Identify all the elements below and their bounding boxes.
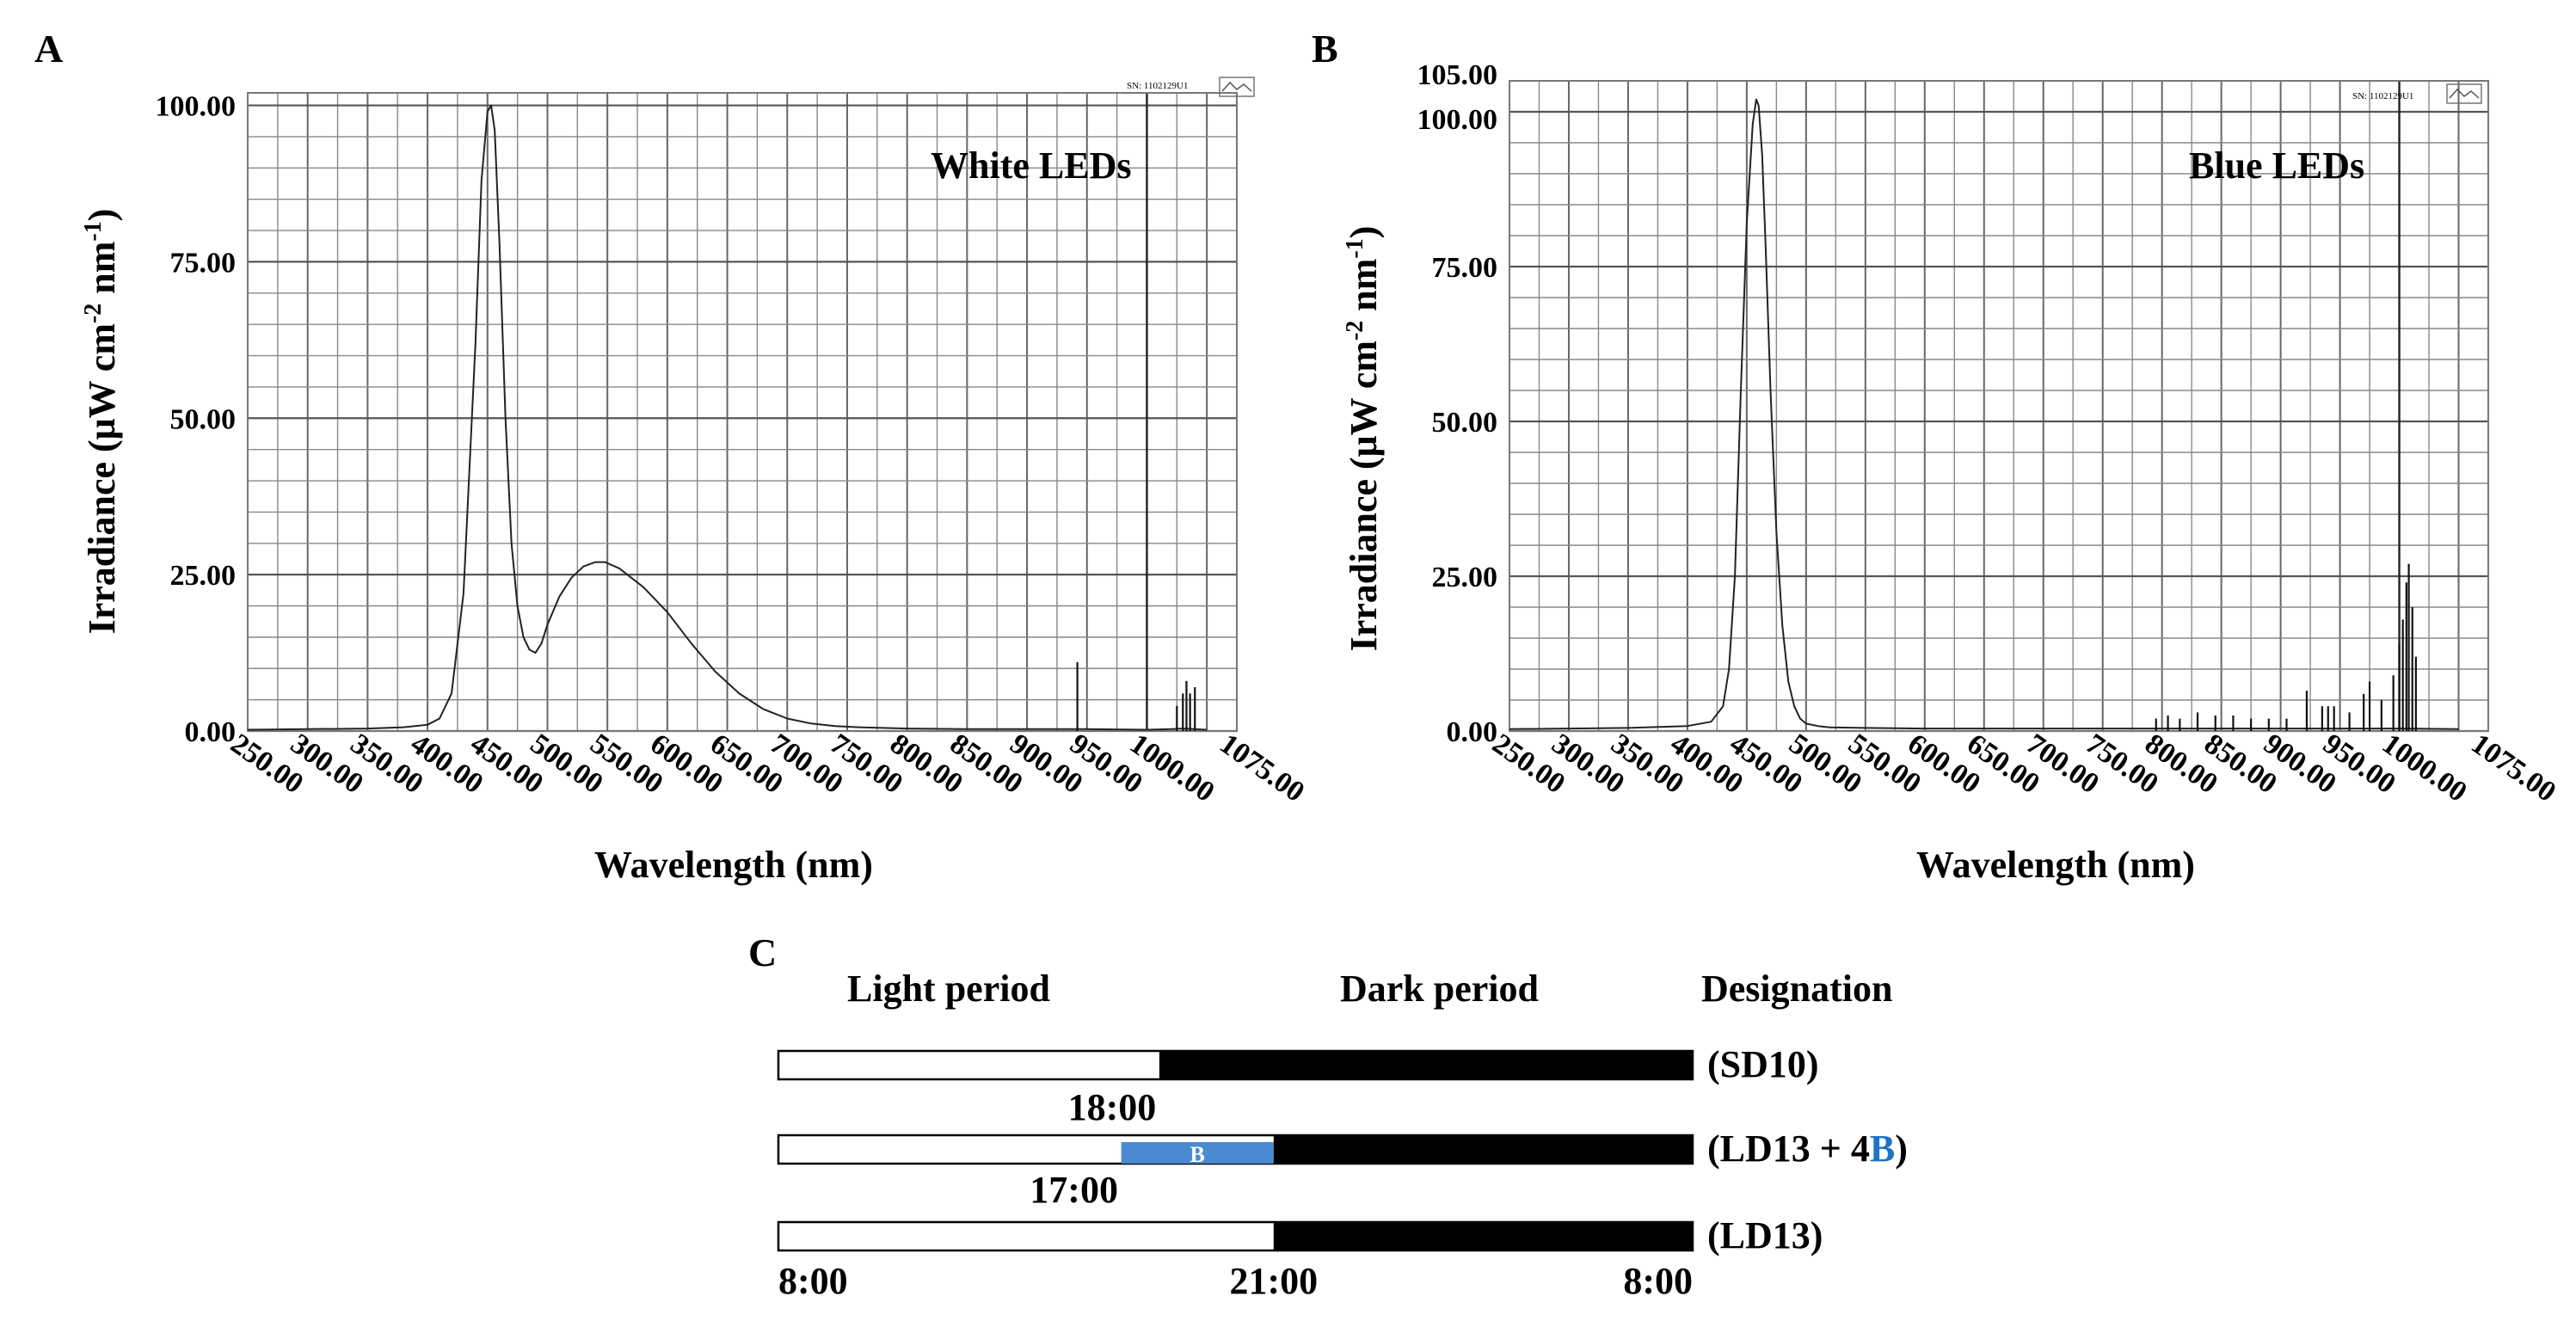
y-tick-label: 100.00 xyxy=(1417,104,1498,136)
plot-border xyxy=(247,92,1238,732)
serial-badge: SN: 1102129U1 xyxy=(2352,83,2482,104)
grid xyxy=(247,93,1238,733)
header-light-period: Light period xyxy=(847,968,1050,1010)
panel-label: B xyxy=(1312,27,1338,71)
x-axis-label: Wavelength (nm) xyxy=(1916,844,2195,886)
spectrum-line xyxy=(1509,98,2459,730)
x-tick-label: 1075.00 xyxy=(1214,728,1310,808)
spectrum-thumbnail-icon xyxy=(1219,77,1255,97)
plot-frame xyxy=(1509,80,2489,732)
panel-label: A xyxy=(34,27,63,71)
dark-segment xyxy=(1159,1051,1693,1079)
panel-b: B 0.00 25.00 50.00 75.00 100.00 105.00 250.00… xyxy=(1312,27,2561,886)
panel-c: C Light period Dark period Designation (… xyxy=(748,931,1908,1302)
designation-label: (LD13) xyxy=(1707,1214,1823,1256)
timeline-row-ld13-4b: B (LD13 + 4B) 17:00 xyxy=(777,1127,1908,1211)
y-tick-labels: 0.00 25.00 50.00 75.00 100.00 105.00 xyxy=(1417,59,1498,748)
y-tick-label: 50.00 xyxy=(170,403,237,435)
y-tick-label: 75.00 xyxy=(1432,252,1498,284)
y-tick-label: 25.00 xyxy=(170,560,237,592)
panel-label: C xyxy=(748,931,777,974)
y-tick-label: 50.00 xyxy=(1432,407,1498,439)
time-start-label: 8:00 xyxy=(778,1260,848,1302)
chart-title: White LEDs xyxy=(931,144,1131,187)
spectrum-series xyxy=(1509,98,2459,730)
x-axis-label: Wavelength (nm) xyxy=(594,844,873,886)
header-dark-period: Dark period xyxy=(1340,968,1539,1010)
designation-label: (LD13 + 4B) xyxy=(1707,1127,1908,1170)
x-tick-labels: 250.00300.00350.00400.00450.00500.00550.… xyxy=(1486,728,2561,808)
plot-border xyxy=(1509,80,2489,732)
y-axis-label: Irradiance (μW cm-2 nm-1) xyxy=(1342,226,1385,652)
plot-frame xyxy=(247,92,1238,732)
time-end-label: 8:00 xyxy=(1623,1260,1693,1302)
y-tick-label: 0.00 xyxy=(1447,716,1498,748)
timeline-row-sd10: (SD10) 18:00 xyxy=(777,1043,1819,1128)
dark-segment xyxy=(1273,1135,1693,1164)
y-tick-label: 75.00 xyxy=(170,247,237,279)
spectrum-spikes xyxy=(2155,563,2417,731)
serial-number: SN: 1102129U1 xyxy=(2352,91,2413,101)
y-tick-labels: 0.00 25.00 50.00 75.00 100.00 xyxy=(156,91,237,748)
spectrum-spikes xyxy=(1076,661,1196,731)
chart-title: Blue LEDs xyxy=(2189,144,2364,187)
spectrum-thumbnail-line xyxy=(2449,88,2480,99)
header-designation: Designation xyxy=(1701,968,1892,1010)
serial-badge: SN: 1102129U1 xyxy=(1127,77,1255,97)
y-tick-label: 0.00 xyxy=(185,716,237,748)
time-mid-label: 21:00 xyxy=(1229,1260,1318,1302)
panel-a: A 0.00 25.00 50.00 75.00 100.00 250.00300.00… xyxy=(34,27,1310,886)
blue-light-label: B xyxy=(1190,1142,1205,1167)
spectrum-series xyxy=(247,104,1208,731)
y-tick-label: 100.00 xyxy=(156,91,237,123)
transition-time-label: 17:00 xyxy=(1030,1169,1118,1211)
timeline-row-ld13: (LD13) xyxy=(777,1214,1823,1256)
x-tick-labels: 250.00300.00350.00400.00450.00500.00550.… xyxy=(224,728,1310,808)
designation-blue-letter: B xyxy=(1870,1127,1895,1170)
spectrum-thumbnail-line xyxy=(1221,81,1252,92)
x-tick-label: 1075.00 xyxy=(2465,728,2561,808)
y-tick-label: 105.00 xyxy=(1417,59,1498,91)
serial-number: SN: 1102129U1 xyxy=(1127,81,1188,91)
transition-time-label: 18:00 xyxy=(1068,1086,1157,1128)
spectrum-line xyxy=(247,104,1208,731)
dark-segment xyxy=(1273,1222,1693,1250)
spectrum-thumbnail-icon xyxy=(2446,83,2482,104)
y-tick-label: 25.00 xyxy=(1432,562,1498,593)
blue-light-segment xyxy=(1121,1142,1274,1164)
designation-label: (SD10) xyxy=(1707,1043,1819,1085)
y-axis-label: Irradiance (μW cm-2 nm-1) xyxy=(80,209,123,635)
